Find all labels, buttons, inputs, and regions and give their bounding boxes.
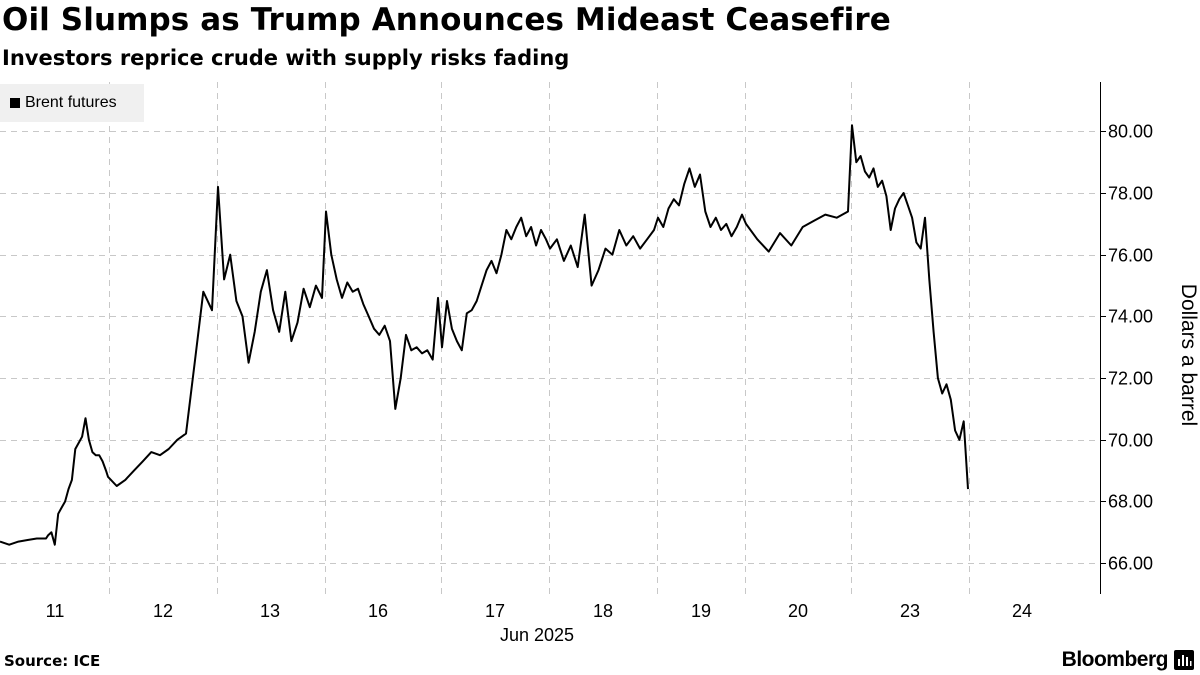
series-layer xyxy=(0,124,969,546)
brand-logo: Bloomberg xyxy=(1061,648,1169,671)
source-note: Source: ICE xyxy=(4,652,101,670)
bar-chart-icon xyxy=(1174,650,1194,670)
x-tick-label: 11 xyxy=(46,601,65,621)
legend-swatch xyxy=(10,98,20,108)
series-line-brent-futures xyxy=(0,124,969,546)
x-tick-labels: 11 12 13 16 17 18 19 20 23 24 xyxy=(46,601,1032,621)
x-tick-label: 20 xyxy=(788,601,808,621)
x-axis-title: Jun 2025 xyxy=(500,625,574,645)
x-tick-label: 13 xyxy=(260,601,280,621)
x-tick-label: 18 xyxy=(593,601,613,621)
y-tick-label: 76.00 xyxy=(1108,246,1153,266)
x-tick-label: 17 xyxy=(485,601,505,621)
x-tick-label: 23 xyxy=(900,601,920,621)
x-tick-label: 24 xyxy=(1012,601,1032,621)
legend-label: Brent futures xyxy=(25,94,117,111)
y-tick-label: 70.00 xyxy=(1108,431,1153,451)
y-tick-label: 72.00 xyxy=(1108,369,1153,389)
page-subtitle: Investors reprice crude with supply risk… xyxy=(2,46,570,70)
horizontal-gridlines xyxy=(0,131,1106,564)
page-title: Oil Slumps as Trump Announces Mideast Ce… xyxy=(2,2,891,38)
y-tick-label: 78.00 xyxy=(1108,184,1153,204)
legend: Brent futures xyxy=(0,84,144,122)
x-tick-label: 16 xyxy=(368,601,388,621)
x-tick-label: 19 xyxy=(691,601,711,621)
y-tick-label: 80.00 xyxy=(1108,122,1153,142)
vertical-gridlines xyxy=(109,82,970,594)
y-tick-labels: 66.00 68.00 70.00 72.00 74.00 76.00 78.00 80.00 xyxy=(1108,122,1153,574)
x-tick-label: 12 xyxy=(153,601,173,621)
y-axis-title: Dollars a barrel xyxy=(1177,284,1200,426)
y-tick-label: 68.00 xyxy=(1108,492,1153,512)
y-tick-label: 74.00 xyxy=(1108,307,1153,327)
y-tick-label: 66.00 xyxy=(1108,554,1153,574)
